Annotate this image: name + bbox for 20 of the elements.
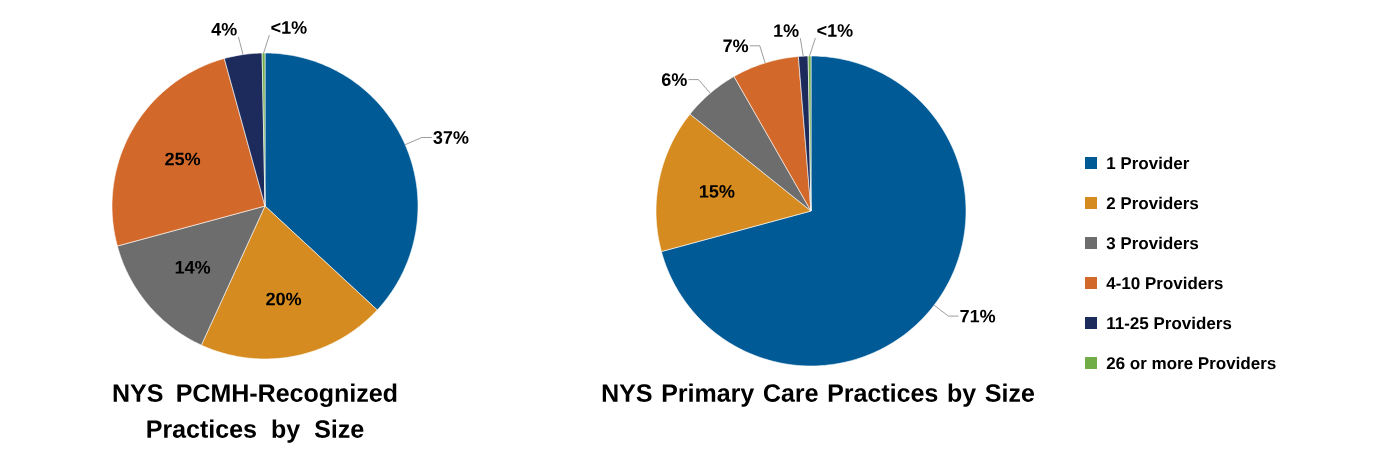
data-label: 14% — [175, 260, 211, 274]
data-label: 7% — [723, 39, 749, 53]
data-label: 6% — [661, 73, 687, 86]
data-label: <1% — [817, 24, 853, 37]
data-label: <1% — [271, 21, 307, 34]
legend-label: 2 Providers — [1106, 196, 1199, 210]
data-label: 25% — [165, 152, 201, 166]
data-label: 1% — [774, 24, 799, 37]
text: NYS Primary Care Practices by Size — [602, 383, 1034, 407]
data-label: 20% — [266, 292, 302, 306]
data-label: 37% — [433, 131, 469, 144]
data-label: 4% — [211, 22, 237, 36]
data-label: 71% — [960, 309, 996, 323]
legend-label: 3 Providers — [1106, 236, 1199, 250]
legend-label: 1 Provider — [1107, 156, 1190, 170]
legend-label: 26 or more Providers — [1106, 356, 1276, 370]
legend-label: 4-10 Providers — [1106, 276, 1223, 290]
data-label: 15% — [700, 185, 735, 198]
text: NYS PCMH-Recognized Practices by Size — [113, 383, 397, 443]
legend-label: 11-25 Providers — [1107, 316, 1232, 330]
